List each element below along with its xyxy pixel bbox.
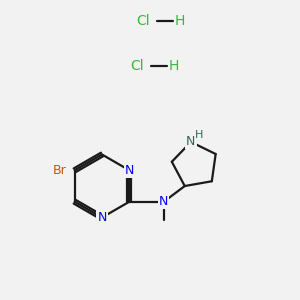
Text: Cl: Cl xyxy=(136,14,150,28)
Text: Br: Br xyxy=(53,164,67,177)
Text: N: N xyxy=(97,211,107,224)
Text: N: N xyxy=(124,164,134,177)
Text: H: H xyxy=(169,59,179,73)
Text: N: N xyxy=(159,195,169,208)
Text: H: H xyxy=(195,130,203,140)
Text: Cl: Cl xyxy=(130,59,144,73)
Text: H: H xyxy=(175,14,185,28)
Text: N: N xyxy=(186,136,196,148)
